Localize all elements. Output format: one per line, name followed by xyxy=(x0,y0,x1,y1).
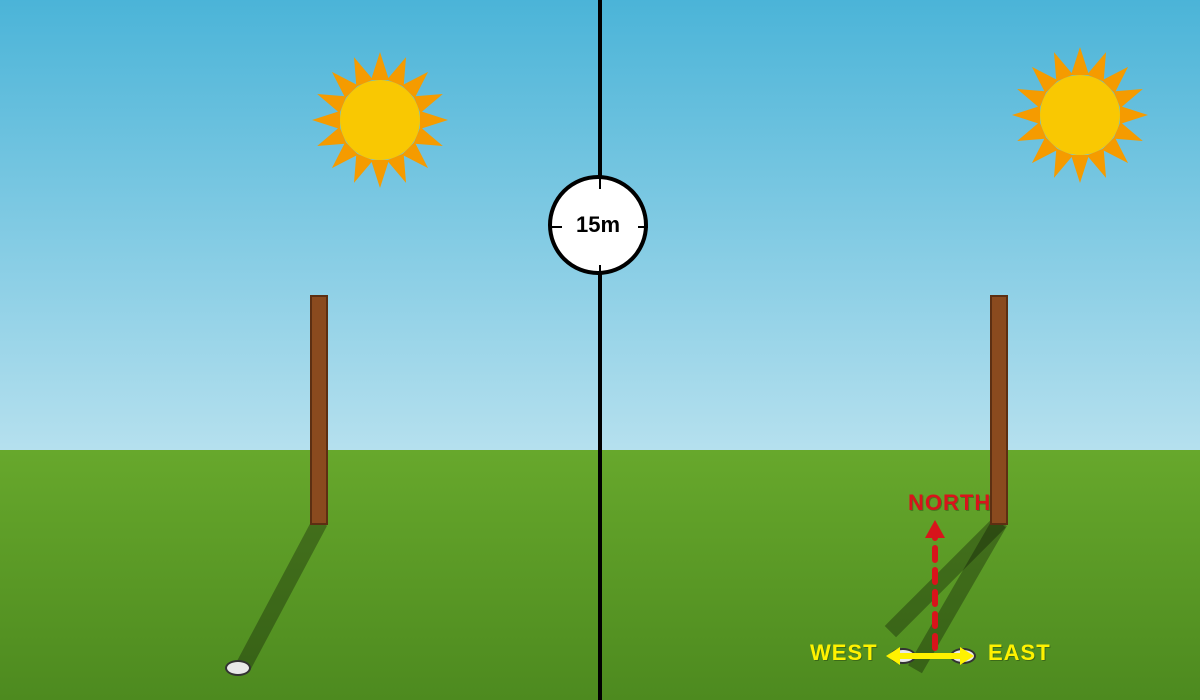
stick-right xyxy=(990,295,1008,525)
marker-stone-left xyxy=(225,660,251,676)
sun-right xyxy=(1012,47,1148,183)
north-label: NORTH xyxy=(908,490,991,516)
east-west-arrow xyxy=(898,653,962,659)
panel-divider xyxy=(598,0,602,700)
west-label: WEST xyxy=(810,640,878,666)
time-elapsed-badge: 15m xyxy=(548,175,648,275)
stick-left xyxy=(310,295,328,525)
shadow-stick-diagram: NORTH WEST EAST 15m xyxy=(0,0,1200,700)
time-elapsed-text: 15m xyxy=(576,212,620,238)
sun-left xyxy=(312,52,448,188)
east-label: EAST xyxy=(988,640,1051,666)
